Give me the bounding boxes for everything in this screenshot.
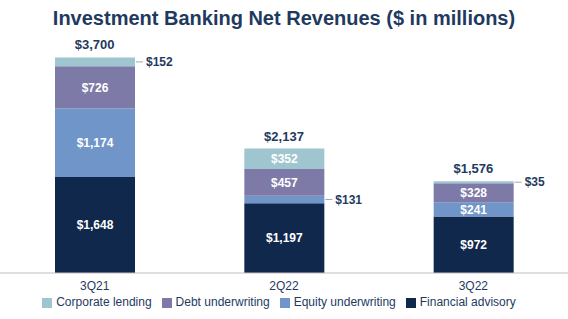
svg-text:$457: $457 — [271, 176, 298, 190]
html-text:Corporate lending: Corporate lending — [56, 295, 152, 309]
svg-text:$1,576: $1,576 — [453, 161, 493, 176]
svg-text:$352: $352 — [271, 152, 298, 166]
svg-text:$241: $241 — [460, 203, 487, 217]
svg-text:$1,648: $1,648 — [77, 218, 114, 232]
html-text:Debt underwriting: Debt underwriting — [175, 295, 270, 309]
svg-text:$972: $972 — [460, 238, 487, 252]
svg-text:3Q21: 3Q21 — [80, 279, 110, 293]
svg-text:$3,700: $3,700 — [75, 37, 115, 52]
html-text:Financial advisory: Financial advisory — [419, 295, 516, 309]
svg-text:$1,197: $1,197 — [266, 231, 303, 245]
svg-text:$35: $35 — [525, 175, 545, 189]
svg-text:$1,174: $1,174 — [77, 136, 114, 150]
html-text:Investment Banking Net Revenue: Investment Banking Net Revenues ($ in mi… — [52, 7, 516, 29]
svg-text:$152: $152 — [146, 55, 173, 69]
svg-text:$131: $131 — [335, 193, 362, 207]
svg-text:$2,137: $2,137 — [264, 129, 304, 144]
svg-text:$726: $726 — [82, 81, 109, 95]
html-text:Equity underwriting: Equity underwriting — [293, 295, 396, 309]
svg-text:2Q22: 2Q22 — [269, 279, 299, 293]
svg-text:3Q22: 3Q22 — [459, 279, 489, 293]
svg-text:$328: $328 — [460, 186, 487, 200]
